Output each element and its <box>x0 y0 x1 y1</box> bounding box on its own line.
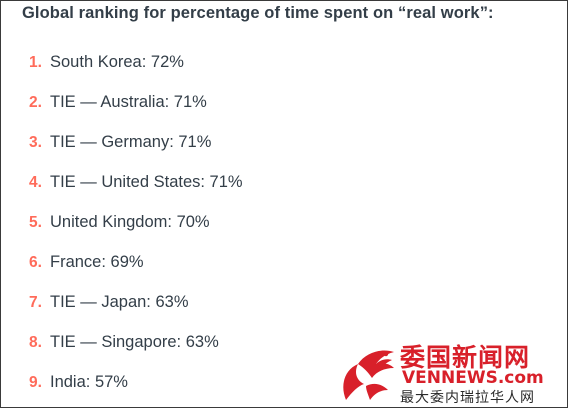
list-item: 1. South Korea: 72% <box>29 53 184 75</box>
site-watermark: 委国新闻网 VENNEWS.com 最大委内瑞拉华人网 <box>330 338 566 406</box>
list-item-number: 7. <box>29 294 42 311</box>
list-item: 5. United Kingdom: 70% <box>29 213 210 235</box>
list-item-text: TIE — Singapore: 63% <box>50 333 219 351</box>
list-item-text: TIE — Germany: 71% <box>50 133 212 151</box>
list-item: 6. France: 69% <box>29 253 144 275</box>
list-item-text: South Korea: 72% <box>50 53 184 71</box>
list-item-number: 2. <box>29 94 42 111</box>
ranking-heading: Global ranking for percentage of time sp… <box>22 4 494 22</box>
watermark-subtitle: 最大委内瑞拉华人网 <box>400 390 535 406</box>
list-item-text: TIE — Australia: 71% <box>50 93 207 111</box>
list-item-number: 1. <box>29 54 42 71</box>
list-item: 4. TIE — United States: 71% <box>29 173 243 195</box>
list-item-number: 8. <box>29 334 42 351</box>
list-item: 2. TIE — Australia: 71% <box>29 93 207 115</box>
watermark-chinese-title: 委国新闻网 <box>400 343 531 372</box>
list-item-text: TIE — United States: 71% <box>50 173 243 191</box>
list-item: 7. TIE — Japan: 63% <box>29 293 189 315</box>
list-item: 8. TIE — Singapore: 63% <box>29 333 219 355</box>
list-item-number: 9. <box>29 374 42 391</box>
watermark-english: VENNEWS.com <box>402 368 544 388</box>
list-item-number: 4. <box>29 174 42 191</box>
red-phoenix-icon <box>343 350 394 400</box>
list-item: 3. TIE — Germany: 71% <box>29 133 211 155</box>
list-item-text: United Kingdom: 70% <box>50 213 210 231</box>
list-item-text: France: 69% <box>50 253 144 271</box>
list-item-number: 3. <box>29 134 42 151</box>
list-item-number: 5. <box>29 214 42 231</box>
list-item-text: India: 57% <box>50 373 128 391</box>
list-item: 9. India: 57% <box>29 373 128 395</box>
list-item-number: 6. <box>29 254 42 271</box>
list-item-text: TIE — Japan: 63% <box>50 293 189 311</box>
